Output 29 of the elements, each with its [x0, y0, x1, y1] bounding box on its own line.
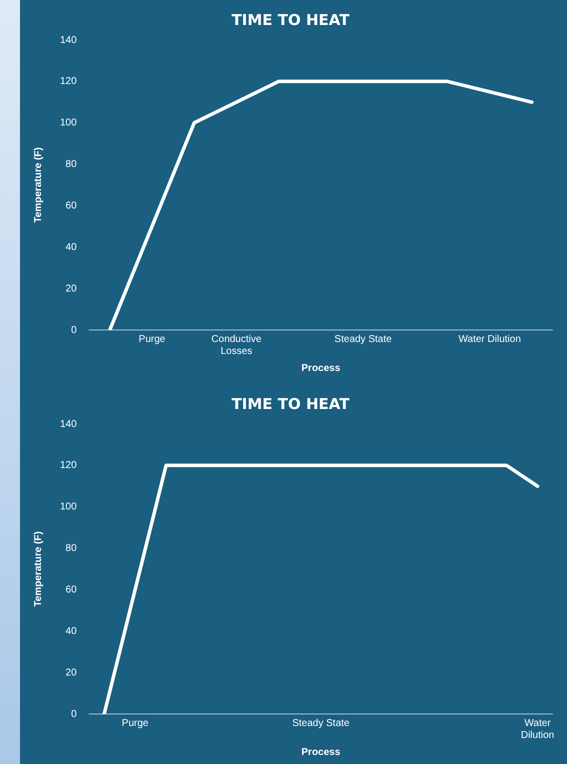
y-tick-label: 120	[60, 460, 78, 472]
y-tick-label: 60	[66, 200, 78, 212]
y-tick-label: 20	[66, 667, 78, 678]
y-tick-label: 100	[60, 502, 78, 513]
y-tick-label: 120	[60, 76, 78, 88]
x-tick-label: Purge	[122, 718, 149, 729]
x-tick-label: Water Dilution	[458, 334, 521, 345]
y-tick-label: 0	[71, 708, 78, 720]
y-tick-label: 100	[60, 118, 78, 129]
x-tick-label: Conductive Losses	[211, 334, 262, 357]
x-tick-label: Purge	[138, 334, 166, 345]
x-tick-label: Steady State	[292, 718, 350, 729]
y-tick-label: 20	[66, 283, 78, 294]
y-tick-label: 140	[60, 34, 78, 46]
y-tick-label: 140	[60, 418, 78, 430]
x-axis-title: Process	[301, 746, 341, 758]
y-tick-label: 0	[71, 324, 78, 336]
x-axis-title: Process	[301, 362, 341, 374]
y-tick-label: 40	[66, 626, 78, 637]
chart-title: TIME TO HEAT	[232, 394, 350, 413]
y-tick-label: 80	[66, 543, 78, 554]
y-tick-label: 60	[66, 584, 78, 596]
y-axis-title: Temperature (F)	[32, 531, 44, 607]
y-axis-title: Temperature (F)	[32, 147, 44, 223]
chart-title: TIME TO HEAT	[232, 10, 350, 29]
x-tick-label: Steady State	[334, 334, 392, 345]
y-tick-label: 40	[66, 242, 78, 253]
y-tick-label: 80	[66, 159, 78, 170]
x-tick-label: Water Dilution	[520, 718, 554, 741]
